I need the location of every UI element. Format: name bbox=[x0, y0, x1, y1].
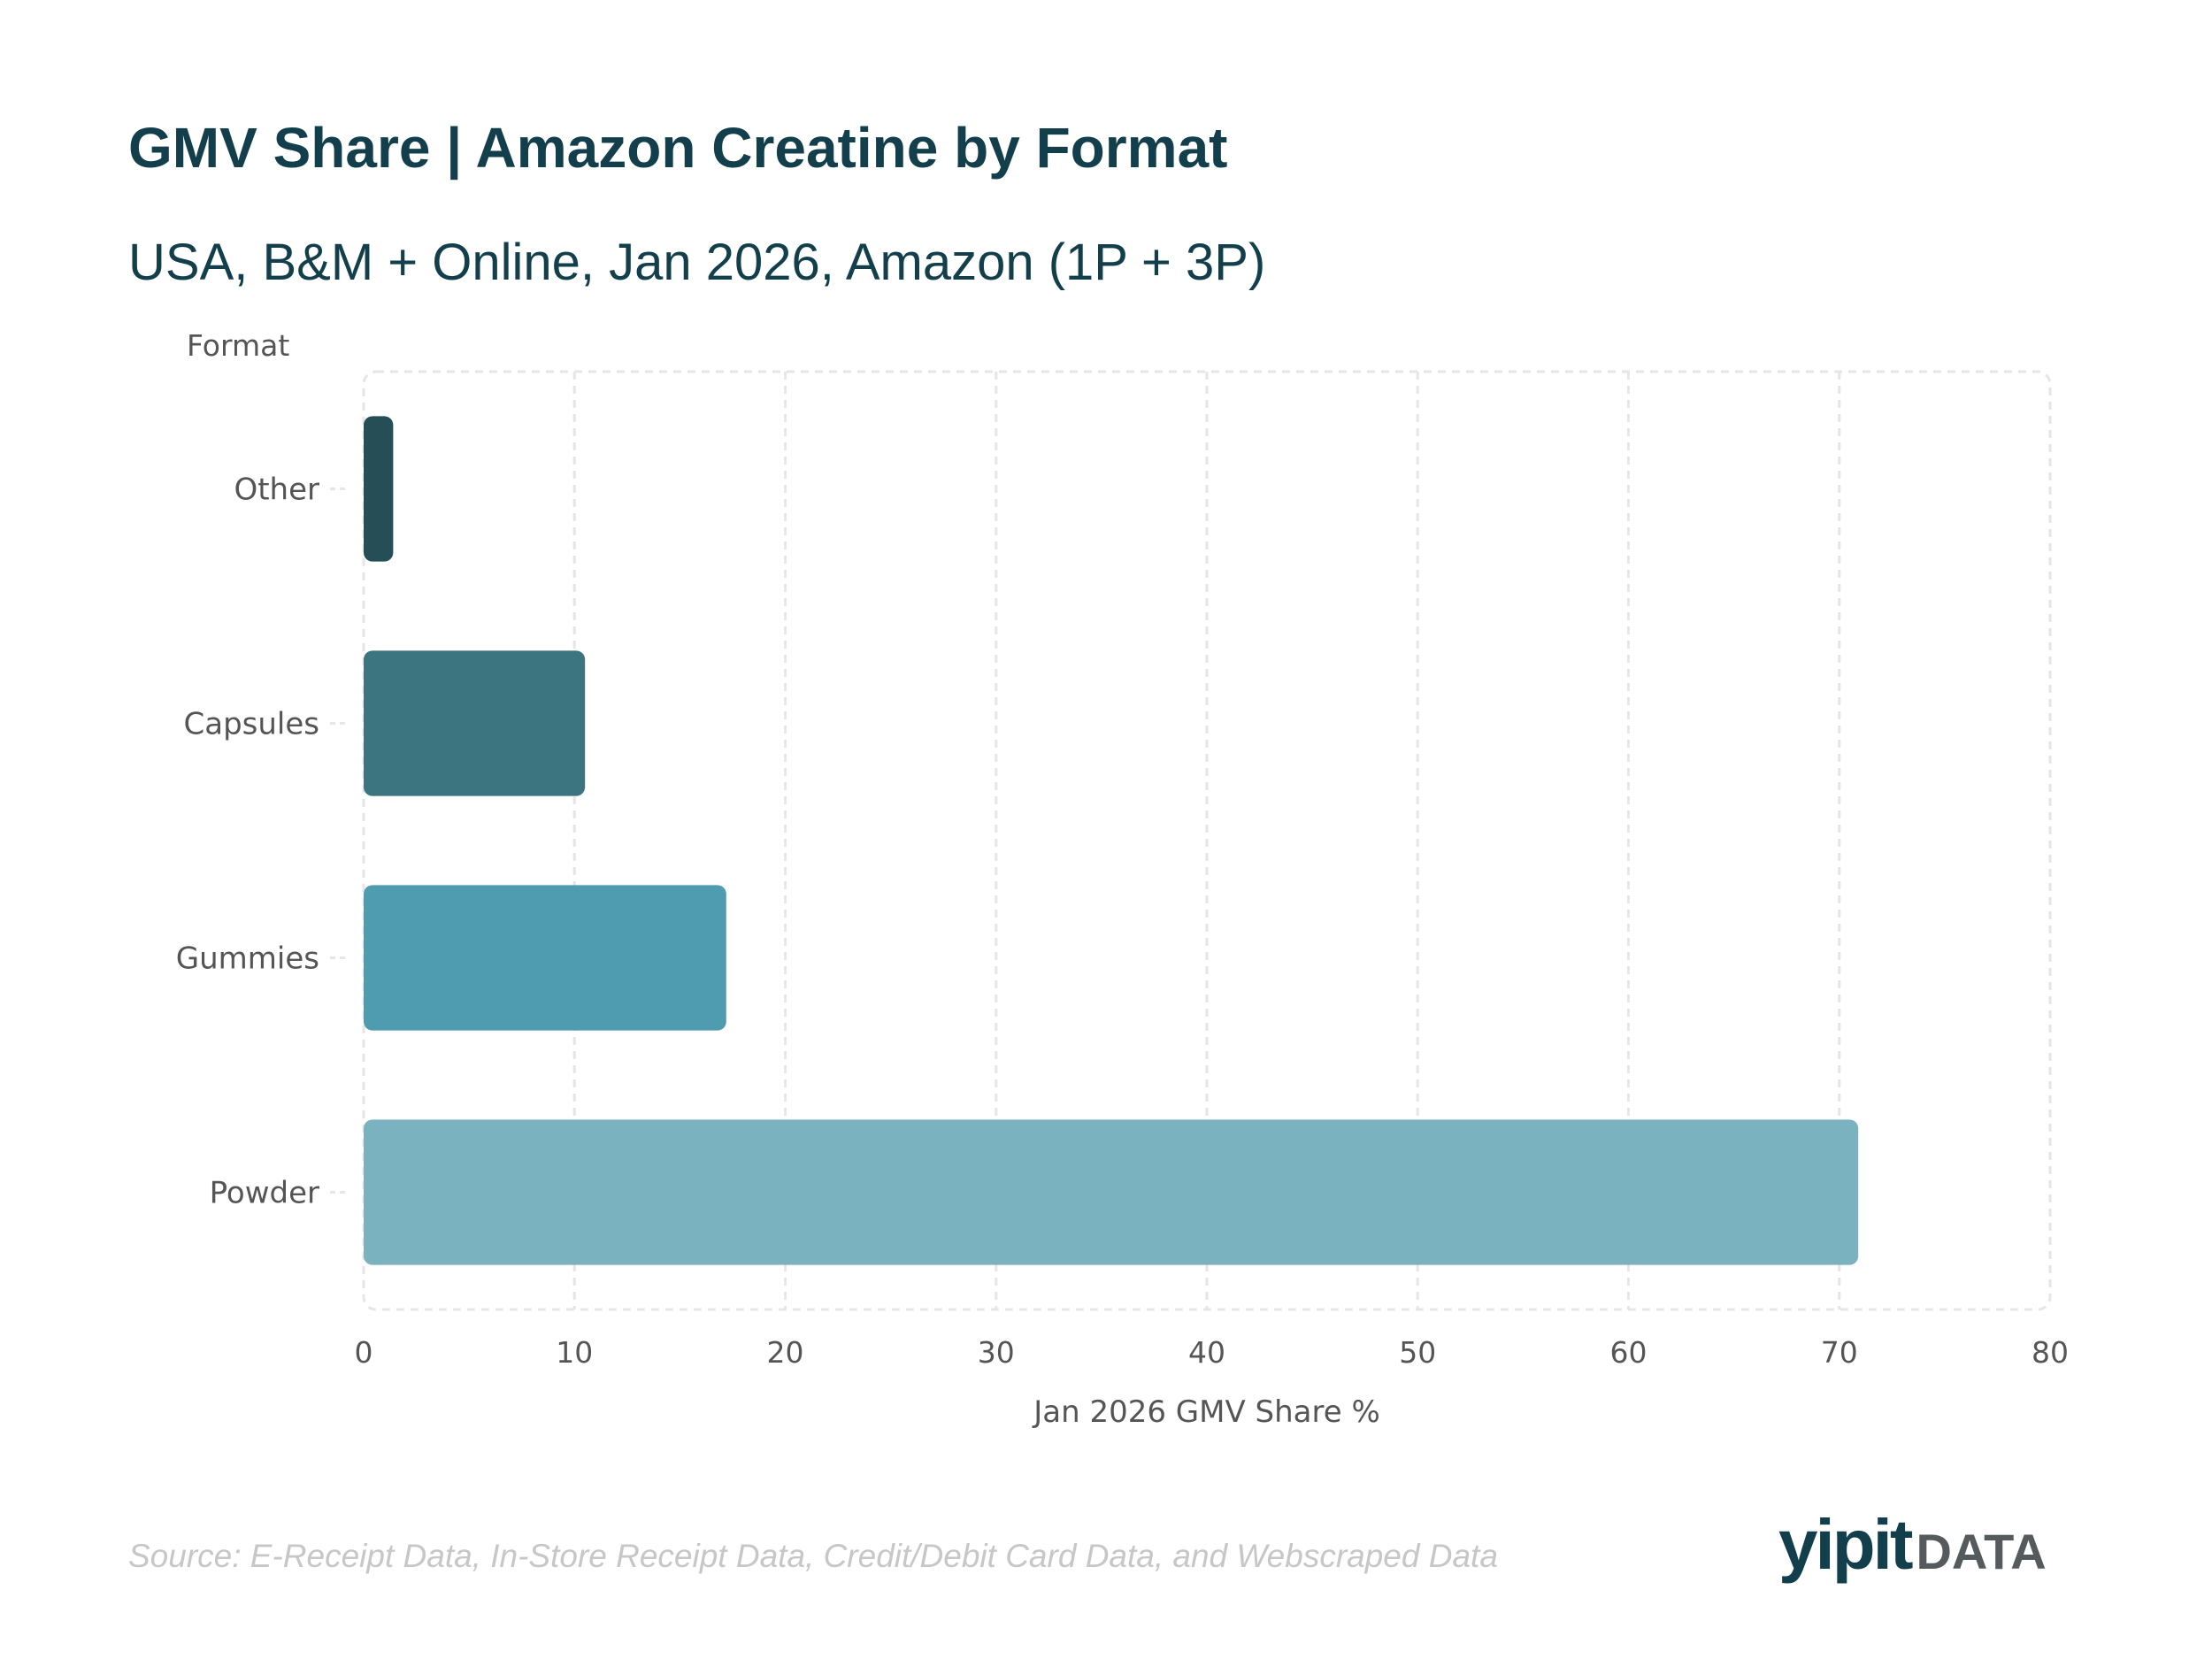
x-tick-label: 0 bbox=[355, 1335, 373, 1370]
bar-other bbox=[364, 416, 394, 562]
x-tick-label: 70 bbox=[1821, 1335, 1858, 1370]
x-tick-label: 50 bbox=[1399, 1335, 1436, 1370]
source-note: Source: E-Receipt Data, In-Store Receipt… bbox=[128, 1538, 1498, 1574]
x-tick-label: 10 bbox=[556, 1335, 593, 1370]
bar-gummies bbox=[364, 885, 726, 1031]
bar-capsules bbox=[364, 650, 586, 796]
logo-wordmark: yipit bbox=[1778, 1505, 1913, 1584]
x-tick-label: 40 bbox=[1188, 1335, 1225, 1370]
labels-layer: 0 10 20 30 40 50 60 70 80 Other Capsules Gummies Pow… bbox=[176, 328, 2069, 1430]
bars-layer bbox=[364, 416, 1859, 1265]
bar-powder bbox=[364, 1119, 1859, 1265]
y-axis-title: Format bbox=[187, 328, 289, 363]
y-tick-label-capsules: Capsules bbox=[184, 707, 320, 742]
x-tick-label: 60 bbox=[1610, 1335, 1647, 1370]
chart-subtitle: USA, B&M + Online, Jan 2026, Amazon (1P … bbox=[128, 234, 1266, 291]
logo-suffix: DATA bbox=[1916, 1524, 2047, 1579]
y-tick-label-powder: Powder bbox=[210, 1176, 319, 1211]
x-tick-label: 30 bbox=[978, 1335, 1015, 1370]
chart-title: GMV Share | Amazon Creatine by Format bbox=[128, 116, 1228, 180]
x-tick-label: 20 bbox=[767, 1335, 804, 1370]
y-tick-label-gummies: Gummies bbox=[176, 941, 319, 977]
y-tick-label-other: Other bbox=[234, 472, 319, 508]
yipit-data-logo: yipit DATA bbox=[1778, 1509, 2047, 1580]
x-axis-title: Jan 2026 GMV Share % bbox=[1032, 1394, 1380, 1430]
x-tick-label: 80 bbox=[2032, 1335, 2069, 1370]
